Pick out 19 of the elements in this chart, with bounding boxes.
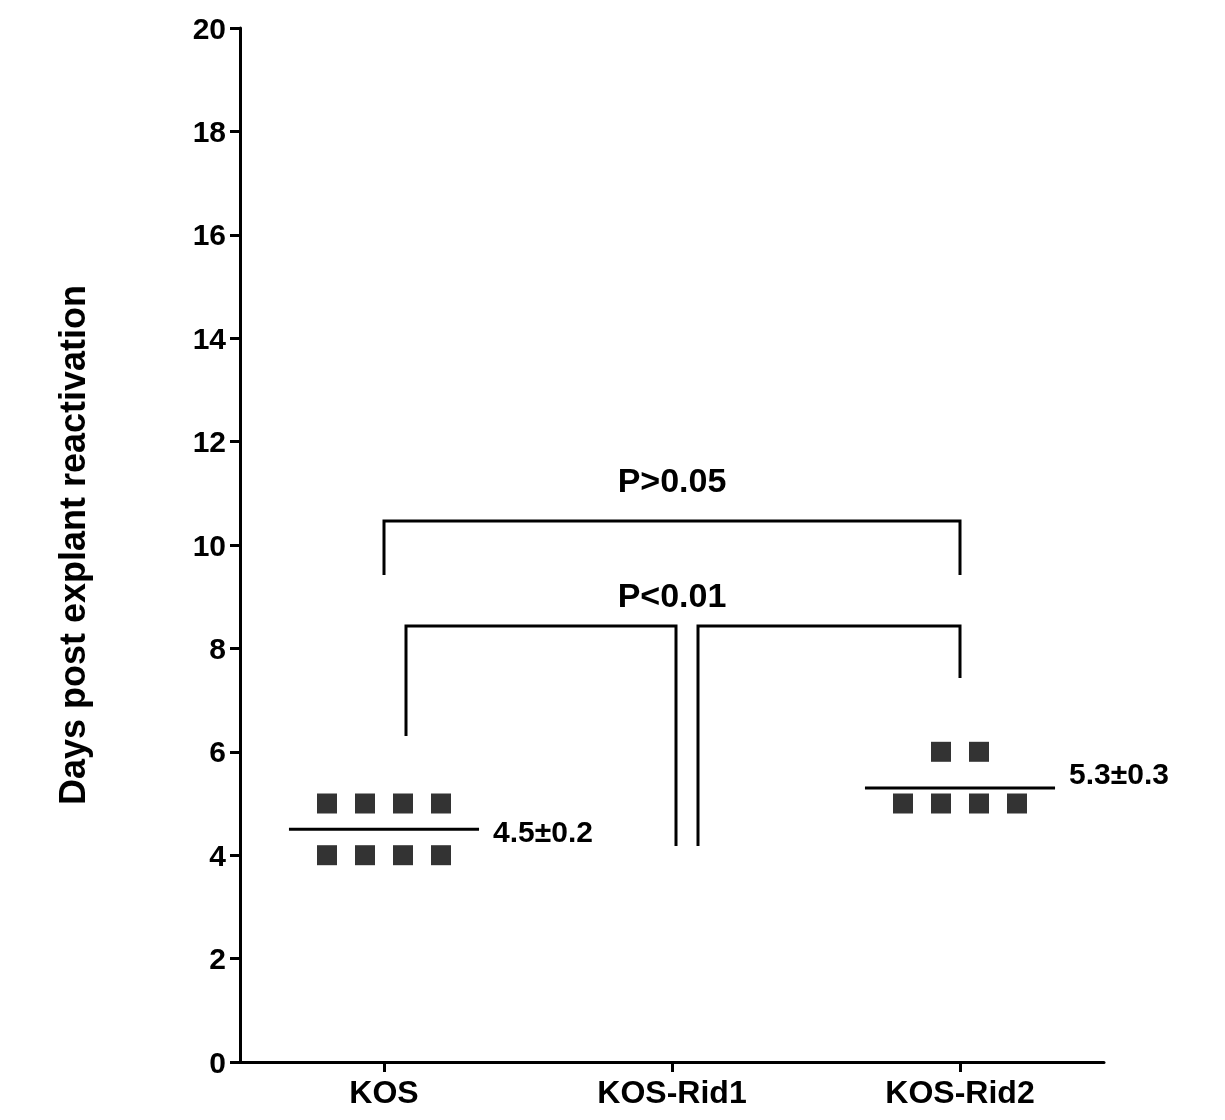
y-tick-label: 12 — [192, 425, 226, 459]
y-tick-label: 10 — [192, 528, 226, 562]
ref-line-label: 5.3±0.3 — [1069, 757, 1169, 791]
y-tick-label: 4 — [209, 838, 227, 872]
x-tick-label: KOS-Rid2 — [885, 1074, 1035, 1110]
annotation: P<0.01 — [617, 576, 727, 614]
ref-line-label: 4.5±0.2 — [493, 814, 593, 848]
y-tick-label: 20 — [192, 11, 226, 45]
x-tick-label: KOS — [349, 1074, 419, 1110]
y-tick-label: 16 — [192, 218, 226, 252]
y-tick-label: 6 — [209, 735, 226, 769]
y-tick-label: 2 — [209, 942, 226, 976]
annotation: P>0.05 — [617, 461, 727, 499]
y-tick-label: 14 — [192, 321, 227, 355]
x-tick-label: KOS-Rid1 — [597, 1074, 747, 1110]
y-tick-label: 0 — [209, 1045, 226, 1079]
y-tick-label: 8 — [209, 631, 226, 665]
y-tick-label: 18 — [192, 114, 226, 148]
y-axis-title: Days post explant reactivation — [51, 284, 93, 806]
